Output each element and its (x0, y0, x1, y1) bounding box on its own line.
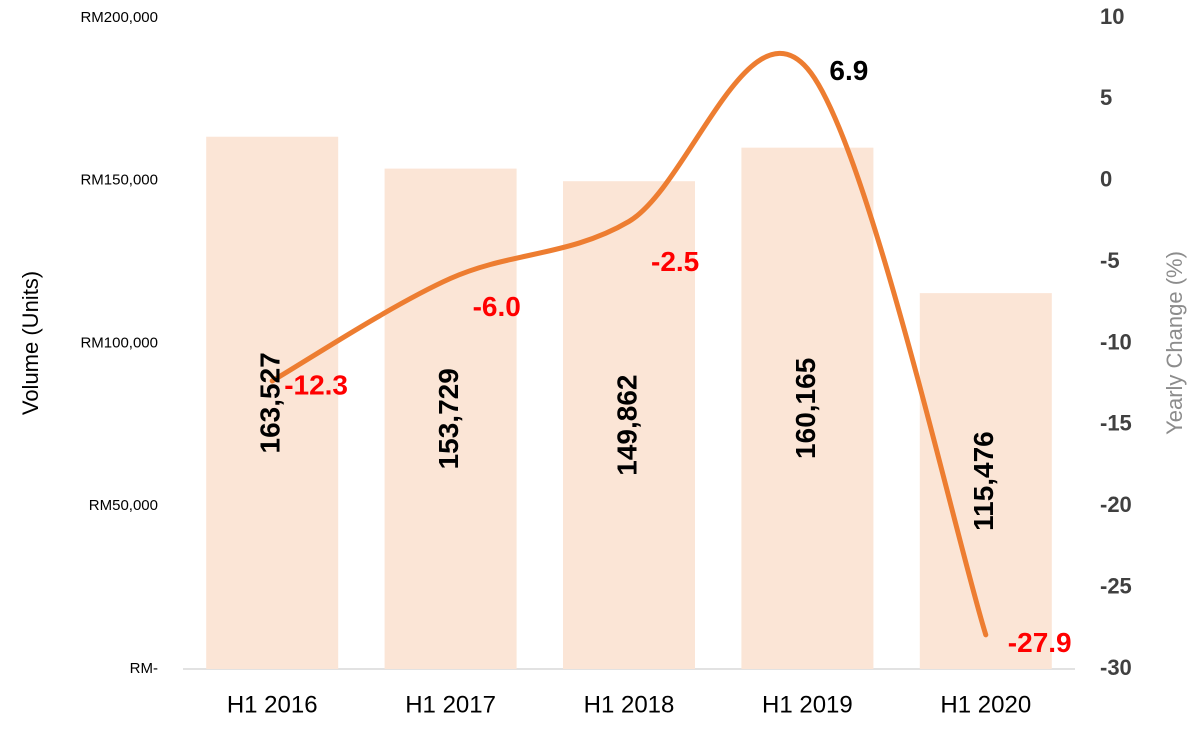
bar (741, 147, 874, 670)
y-tick-label: RM50,000 (89, 497, 158, 514)
y2-tick-label: -20 (1100, 492, 1132, 517)
bar-value-label: 149,862 (611, 374, 642, 475)
bar-value-label: 163,527 (255, 352, 286, 453)
y2-tick-label: 5 (1100, 85, 1112, 110)
y-tick-label: RM- (130, 660, 158, 677)
line-value-label: -27.9 (1008, 627, 1072, 658)
bar (384, 168, 517, 669)
line-value-label: 6.9 (829, 55, 868, 86)
x-tick-label: H1 2017 (405, 691, 496, 718)
line (269, 50, 989, 638)
y2-tick-label: 0 (1100, 167, 1112, 192)
y2-tick-label: -15 (1100, 411, 1132, 436)
x-tick-label: H1 2016 (227, 691, 318, 718)
bar (563, 181, 695, 669)
line-value-label: -12.3 (284, 369, 348, 400)
y2-tick-label: -5 (1100, 248, 1120, 273)
y2-tick-label: -30 (1100, 655, 1132, 680)
y2-tick-label: -25 (1100, 573, 1132, 598)
y2-tick-label: -10 (1100, 329, 1132, 354)
bar (206, 136, 339, 670)
y-tick-label: RM150,000 (80, 172, 158, 189)
y2-axis-label: Yearly Change (%) (1162, 251, 1187, 435)
x-tick-label: H1 2020 (940, 691, 1031, 718)
x-tick-label: H1 2019 (762, 691, 853, 718)
line-value-label: -2.5 (651, 246, 699, 277)
y-axis-label: Volume (Units) (18, 271, 43, 415)
bar-value-label: 115,476 (968, 431, 999, 531)
bar (919, 293, 1052, 669)
x-tick-label: H1 2018 (584, 691, 675, 718)
y2-tick-label: 10 (1100, 4, 1124, 29)
line-value-label: -6.0 (473, 291, 521, 322)
bar-value-label: 160,165 (790, 358, 821, 459)
bar-value-label: 153,729 (433, 368, 464, 469)
y-tick-label: RM200,000 (80, 9, 158, 26)
y-tick-label: RM100,000 (80, 334, 158, 351)
